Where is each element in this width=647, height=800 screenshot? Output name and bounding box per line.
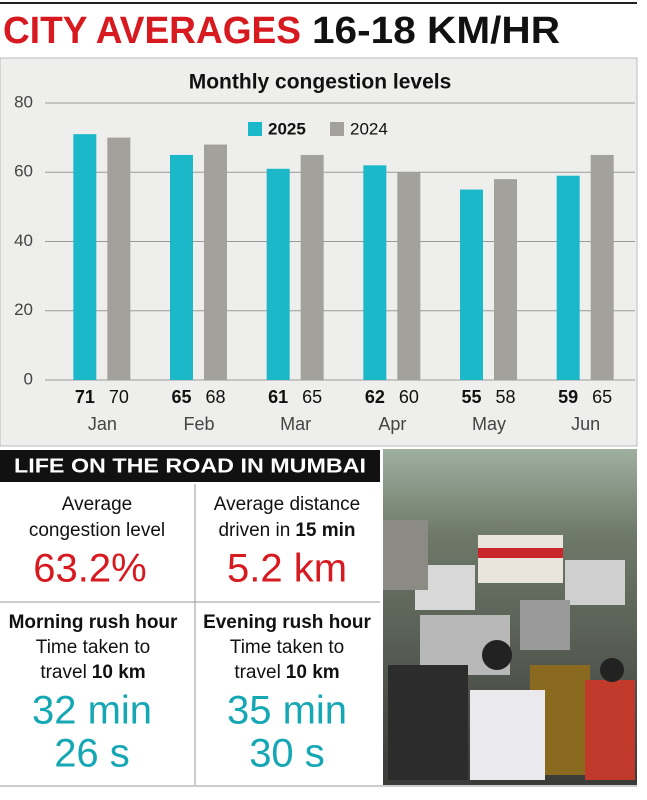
stat-label: Time taken to [230,637,344,658]
value-label: 70 [109,387,129,407]
y-tick-label: 20 [14,300,33,319]
headline: CITY AVERAGES [3,10,301,52]
y-tick-label: 0 [24,369,33,388]
headline-speed: 16-18 KM/HR [312,10,560,52]
bar [107,137,131,380]
y-tick-label: 80 [14,92,33,111]
label-part: travel [40,662,86,683]
value-label: 62 [365,387,385,407]
bar [556,175,580,380]
stat-label: Evening rush hour [203,612,371,633]
stat-value: 30 s [249,732,325,776]
stat-label: Time taken to [36,637,150,658]
bar [170,154,193,380]
stat-value: 26 s [54,732,130,776]
x-tick-label: Jan [88,414,117,434]
legend-swatch [330,122,344,136]
value-label: 65 [171,387,191,407]
label-bold: 15 min [295,520,355,541]
legend-label: 2025 [268,119,306,138]
stat-value: 63.2% [33,547,146,591]
label-bold: 10 km [92,662,146,683]
stat-label: travel 10 km [40,662,145,683]
value-label: 60 [399,387,419,407]
bar [266,168,290,380]
y-tick-label: 60 [14,162,33,181]
x-tick-label: Feb [183,414,214,434]
value-label: 65 [302,387,322,407]
chart-title: Monthly congestion levels [189,71,452,94]
panel-title: LIFE ON THE ROAD IN MUMBAI [14,455,366,477]
stat-label: congestion level [29,520,165,541]
legend-label: 2024 [350,119,388,138]
value-label: 65 [592,387,612,407]
chart: 0 20 40 60 80 2025 2024 71 70 Jan 65 68 Feb 61 65 Mar 62… [14,92,635,434]
bar [397,172,421,380]
value-label: 71 [75,387,95,407]
bar [363,165,387,380]
stat-label: driven in 15 min [218,520,355,541]
value-label: 61 [268,387,288,407]
panel-header [0,450,380,482]
x-tick-label: May [472,414,506,434]
stat-value: 32 min [32,689,152,733]
x-tick-label: Mar [280,414,311,434]
stat-label: travel 10 km [234,662,339,683]
value-label: 68 [205,387,225,407]
value-label: 59 [558,387,578,407]
label-bold: 10 km [286,662,340,683]
stat-label: Average distance [214,494,360,515]
stat-label: Morning rush hour [9,612,178,633]
stat-label: Average [62,494,132,515]
bar [300,154,324,380]
y-tick-label: 40 [14,231,33,250]
x-tick-label: Jun [571,414,600,434]
label-part: travel [234,662,280,683]
legend-swatch [248,122,262,136]
label-part: driven in [218,520,290,541]
bar [494,179,517,380]
stat-value: 5.2 km [227,547,347,591]
bar [460,189,483,380]
value-label: 58 [495,387,515,407]
bar [590,154,614,380]
x-tick-label: Apr [378,414,406,434]
bar [73,134,97,380]
stat-value: 35 min [227,689,347,733]
bar [204,144,227,380]
traffic-photo [383,449,637,785]
value-label: 55 [461,387,481,407]
